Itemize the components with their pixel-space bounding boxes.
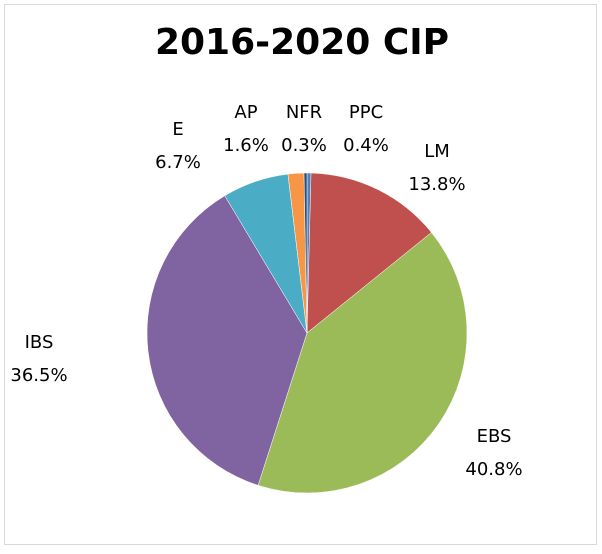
slice-name-label: PPC <box>349 102 383 123</box>
slice-value-label: 1.6% <box>223 135 269 156</box>
slice-value-label: 40.8% <box>465 459 522 480</box>
slice-value-label: 0.4% <box>343 135 389 156</box>
pie-slice <box>303 172 308 334</box>
pie-slice <box>257 232 468 494</box>
slice-name-label: LM <box>424 141 450 162</box>
slice-value-label: 0.3% <box>281 135 327 156</box>
pie-slice <box>146 195 308 486</box>
slice-value-label: 36.5% <box>10 365 67 386</box>
slice-name-label: NFR <box>286 102 322 123</box>
slice-value-label: 13.8% <box>408 174 465 195</box>
slice-name-label: AP <box>234 102 257 123</box>
slice-name-label: IBS <box>25 332 54 353</box>
chart-title: 2016-2020 CIP <box>155 22 449 63</box>
pie-slice <box>306 172 432 334</box>
slice-value-label: 6.7% <box>155 152 201 173</box>
slice-name-label: E <box>172 119 183 140</box>
slice-name-label: EBS <box>477 426 512 447</box>
